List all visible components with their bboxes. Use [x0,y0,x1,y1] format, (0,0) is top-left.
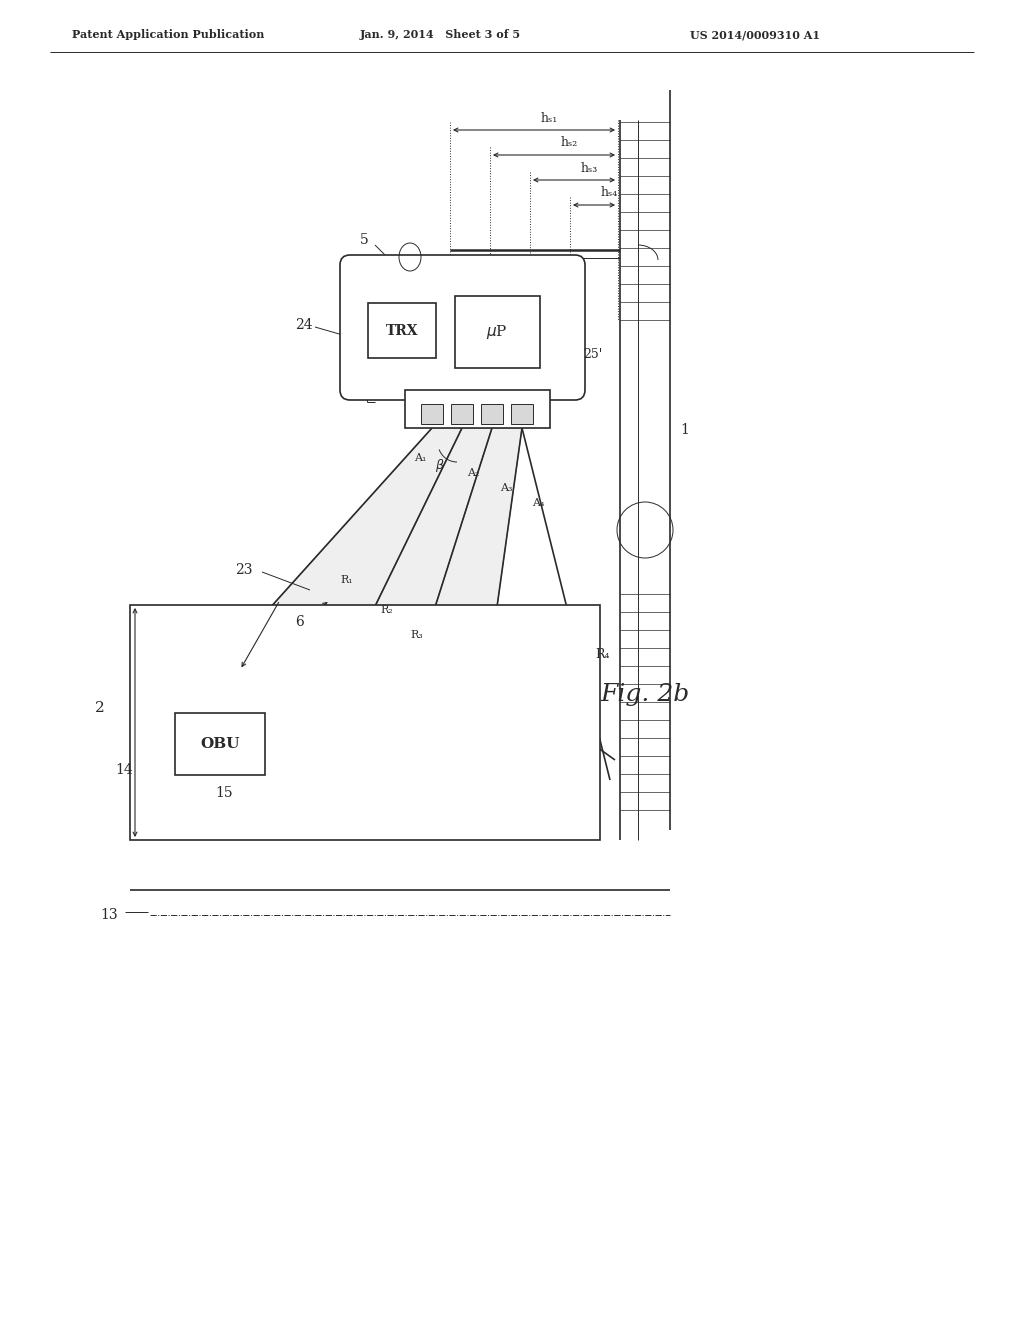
Text: hₛ₁: hₛ₁ [541,111,558,124]
Text: A₃: A₃ [500,483,512,492]
Text: Patent Application Publication: Patent Application Publication [72,29,264,41]
Text: 23: 23 [234,564,253,577]
Text: R₂: R₂ [380,605,392,615]
Text: A₁: A₁ [414,453,426,463]
FancyBboxPatch shape [340,255,585,400]
Text: $\mu$P: $\mu$P [486,323,508,341]
Polygon shape [300,428,492,780]
Bar [406,389,550,428]
Text: hₛ₃: hₛ₃ [581,161,598,174]
Text: 13: 13 [100,908,118,921]
Text: 2: 2 [95,701,104,715]
Bar [130,605,600,840]
Text: TRX: TRX [386,323,418,338]
Text: Fig. 2b: Fig. 2b [600,684,689,706]
Text: R₄: R₄ [595,648,609,661]
Text: 15: 15 [215,785,232,800]
Bar [455,296,540,368]
Bar [421,404,443,424]
Text: R₁: R₁ [340,576,352,585]
Text: $\beta$: $\beta$ [435,457,444,474]
Text: A₂: A₂ [467,469,479,478]
Text: R₃: R₃ [410,630,423,640]
Bar [511,404,534,424]
Text: 25': 25' [583,348,602,362]
Text: A₄: A₄ [532,498,545,508]
Text: hₛ₄: hₛ₄ [600,186,617,199]
Text: 5: 5 [360,234,369,247]
Text: 6: 6 [295,615,304,630]
Bar [368,304,436,358]
Bar [481,404,503,424]
Text: 1: 1 [680,422,689,437]
Text: Jan. 9, 2014   Sheet 3 of 5: Jan. 9, 2014 Sheet 3 of 5 [360,29,521,41]
Bar [451,404,473,424]
Text: hₛ₂: hₛ₂ [560,136,578,149]
Text: OBU: OBU [201,737,240,751]
Polygon shape [380,428,522,800]
Text: 14: 14 [115,763,133,777]
Polygon shape [160,428,462,760]
Bar [175,713,265,775]
Text: US 2014/0009310 A1: US 2014/0009310 A1 [690,29,820,41]
Text: 24: 24 [295,318,312,333]
